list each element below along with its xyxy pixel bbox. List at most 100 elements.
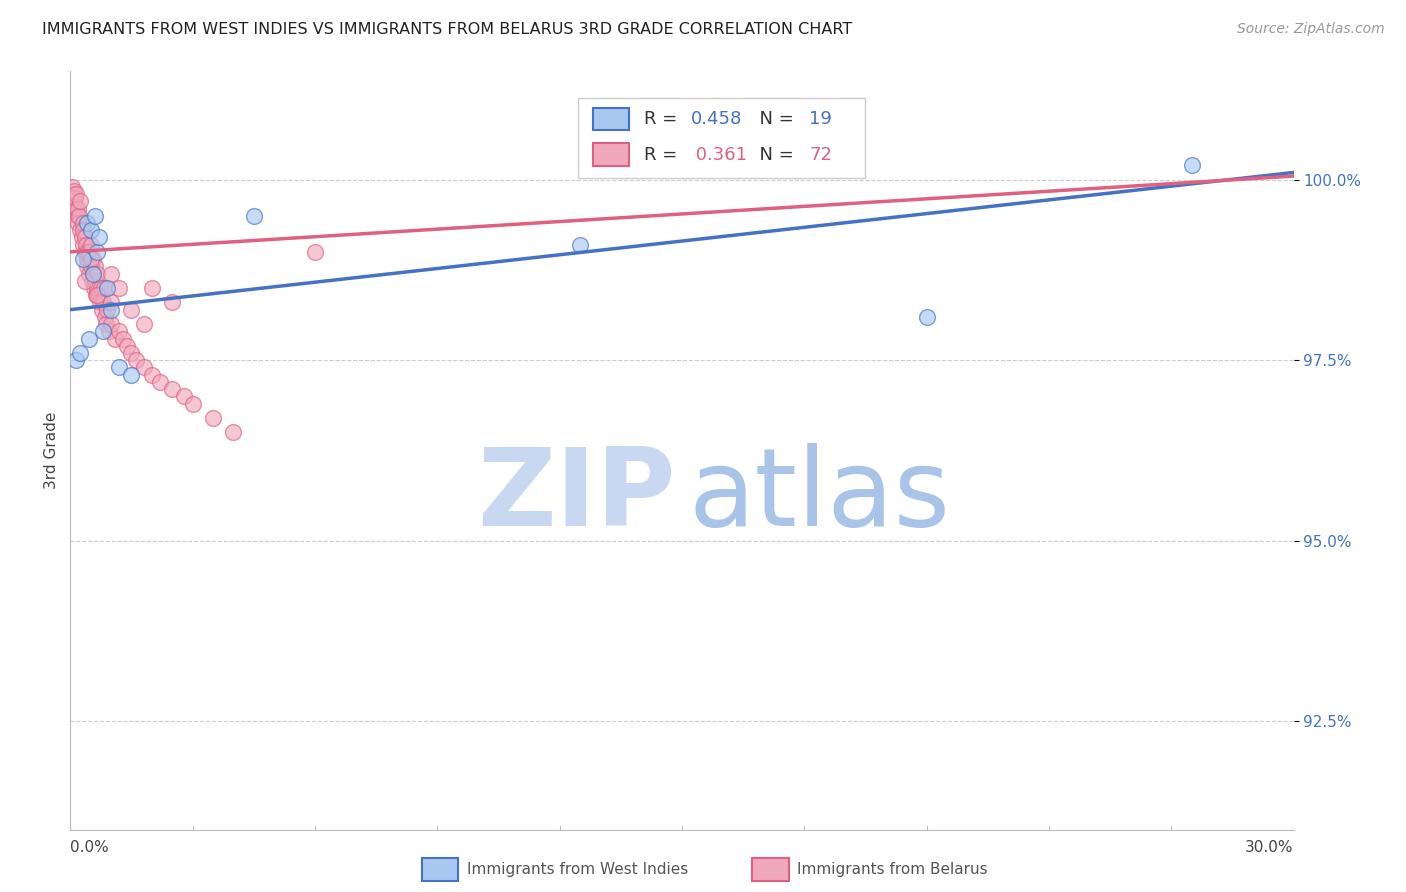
Text: N =: N = <box>748 145 800 164</box>
Text: 0.0%: 0.0% <box>70 840 110 855</box>
Point <box>69 194 91 209</box>
Point <box>82 267 104 281</box>
Point <box>83 281 105 295</box>
Point <box>79 252 103 266</box>
Text: Source: ZipAtlas.com: Source: ZipAtlas.com <box>1237 22 1385 37</box>
Point <box>100 295 122 310</box>
Point <box>141 368 163 382</box>
Text: IMMIGRANTS FROM WEST INDIES VS IMMIGRANTS FROM BELARUS 3RD GRADE CORRELATION CHA: IMMIGRANTS FROM WEST INDIES VS IMMIGRANT… <box>42 22 852 37</box>
Point <box>132 317 155 331</box>
Point <box>63 194 86 209</box>
FancyBboxPatch shape <box>592 108 630 130</box>
Point <box>86 267 108 281</box>
Point <box>96 281 118 295</box>
Text: ZIP: ZIP <box>477 443 676 549</box>
Text: 0.458: 0.458 <box>690 110 742 128</box>
Point <box>67 216 90 230</box>
Point <box>66 209 89 223</box>
Point <box>162 295 183 310</box>
Text: Immigrants from Belarus: Immigrants from Belarus <box>797 863 988 877</box>
Point <box>77 332 100 346</box>
Point <box>121 302 143 317</box>
Point <box>89 295 111 310</box>
Point <box>76 216 98 230</box>
Point <box>65 187 87 202</box>
Point <box>243 209 266 223</box>
Text: 19: 19 <box>808 110 832 128</box>
Point <box>83 260 105 274</box>
Point <box>82 252 104 266</box>
Point <box>121 368 143 382</box>
Point <box>93 281 115 295</box>
Text: R =: R = <box>644 110 683 128</box>
Text: atlas: atlas <box>688 443 950 549</box>
Point <box>67 209 90 223</box>
Text: N =: N = <box>748 110 800 128</box>
Point <box>104 332 127 346</box>
Point <box>141 281 163 295</box>
Text: 30.0%: 30.0% <box>1246 840 1294 855</box>
Point <box>100 317 122 331</box>
Point <box>108 360 131 375</box>
Point <box>73 274 96 288</box>
Point <box>568 237 592 252</box>
FancyBboxPatch shape <box>578 98 865 178</box>
Point <box>86 281 108 295</box>
Point <box>62 187 84 202</box>
Point <box>69 346 91 360</box>
Point <box>79 223 103 237</box>
Text: 0.361: 0.361 <box>690 145 748 164</box>
Text: 72: 72 <box>808 145 832 164</box>
Point <box>86 244 108 259</box>
Y-axis label: 3rd Grade: 3rd Grade <box>44 412 59 489</box>
Text: Immigrants from West Indies: Immigrants from West Indies <box>467 863 688 877</box>
Point <box>202 411 225 425</box>
Point <box>181 396 204 410</box>
Point <box>132 360 155 375</box>
Point <box>72 216 94 230</box>
Point <box>63 191 86 205</box>
Point <box>77 267 100 281</box>
Point <box>80 274 103 288</box>
Point <box>82 267 104 281</box>
Point <box>67 202 90 216</box>
Point <box>149 375 172 389</box>
Point <box>91 302 114 317</box>
Point <box>1181 158 1204 172</box>
Point <box>60 180 83 194</box>
Point <box>108 324 131 338</box>
Point <box>222 425 245 440</box>
Point <box>100 302 122 317</box>
Point <box>90 281 112 295</box>
Point <box>70 230 93 244</box>
Point <box>83 209 105 223</box>
Point <box>76 244 98 259</box>
Point <box>77 244 100 259</box>
Point <box>73 244 96 259</box>
Point <box>915 310 938 324</box>
Point <box>86 288 108 302</box>
Point <box>83 274 105 288</box>
Point <box>91 295 114 310</box>
Point <box>69 223 91 237</box>
Point <box>162 382 183 396</box>
Point <box>73 230 96 244</box>
Point <box>65 353 87 368</box>
Point <box>72 252 94 266</box>
Point <box>124 353 146 368</box>
Point <box>108 281 131 295</box>
FancyBboxPatch shape <box>592 144 630 166</box>
Point <box>96 302 118 317</box>
Point <box>98 324 121 338</box>
Point <box>112 332 135 346</box>
Point <box>84 288 107 302</box>
Point <box>304 244 326 259</box>
Point <box>65 202 87 216</box>
Point <box>87 288 110 302</box>
Point <box>100 267 122 281</box>
Point <box>91 324 114 338</box>
Point <box>96 317 118 331</box>
Point <box>173 389 195 403</box>
Point <box>87 230 110 244</box>
Point <box>94 310 117 324</box>
